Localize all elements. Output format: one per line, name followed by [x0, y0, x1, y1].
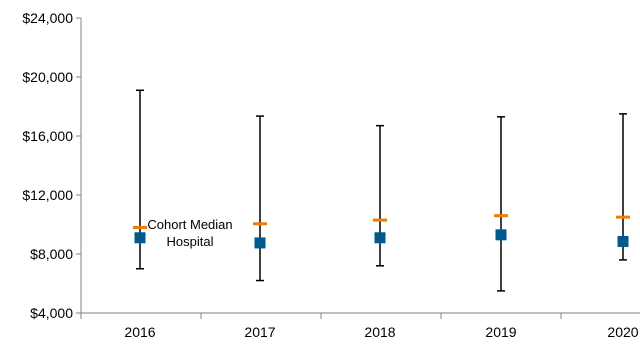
hospital-marker: [254, 237, 266, 249]
hospital-marker: [617, 235, 629, 247]
x-tick-label: 2017: [244, 324, 275, 340]
median-markers: [133, 214, 630, 229]
y-tick-label: $8,000: [30, 246, 73, 262]
x-tick-label: 2019: [485, 324, 516, 340]
annotation-line-2: Hospital: [167, 234, 214, 249]
x-tick-label: 2018: [364, 324, 395, 340]
range-bars: [136, 89, 627, 292]
y-ticks: $4,000 $8,000 $12,000 $16,000 $20,000 $24,000: [22, 10, 81, 321]
hospital-marker: [374, 232, 386, 244]
hospital-markers: [134, 229, 629, 249]
x-ticks: 2016 2017 2018 2019 2020: [80, 313, 639, 340]
y-tick-label: $4,000: [30, 305, 73, 321]
y-tick-label: $20,000: [22, 69, 73, 85]
x-tick-label: 2020: [607, 324, 638, 340]
hospital-marker: [495, 229, 507, 241]
y-tick-label: $12,000: [22, 187, 73, 203]
y-tick-label: $16,000: [22, 128, 73, 144]
annotation-line-1: Cohort Median: [147, 217, 232, 232]
x-tick-label: 2016: [124, 324, 155, 340]
hospital-marker: [134, 232, 146, 244]
y-tick-label: $24,000: [22, 10, 73, 26]
